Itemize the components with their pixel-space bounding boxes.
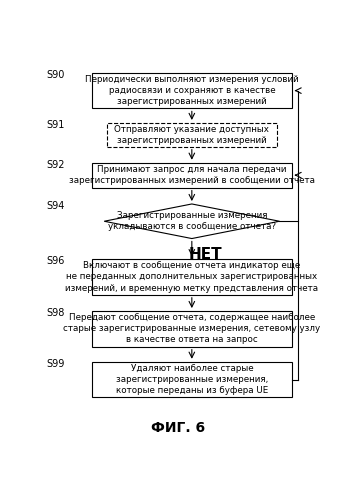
Text: S91: S91 bbox=[46, 120, 65, 130]
Text: S96: S96 bbox=[46, 256, 65, 266]
Text: Отправляют указание доступных
зарегистрированных измерений: Отправляют указание доступных зарегистри… bbox=[114, 125, 269, 145]
Text: Периодически выполняют измерения условий
радиосвязи и сохраняют в качестве
зарег: Периодически выполняют измерения условий… bbox=[85, 75, 299, 106]
FancyBboxPatch shape bbox=[107, 123, 277, 147]
Text: ФИГ. 6: ФИГ. 6 bbox=[151, 421, 205, 435]
Text: S92: S92 bbox=[46, 160, 65, 170]
FancyBboxPatch shape bbox=[92, 163, 292, 188]
FancyBboxPatch shape bbox=[92, 73, 292, 108]
Text: Зарегистрированные измерения
укладываются в сообщение отчета?: Зарегистрированные измерения укладываютс… bbox=[108, 211, 276, 232]
Text: Удаляют наиболее старые
зарегистрированные измерения,
которые переданы из буфера: Удаляют наиболее старые зарегистрированн… bbox=[116, 364, 268, 395]
Text: S90: S90 bbox=[46, 70, 65, 80]
FancyBboxPatch shape bbox=[92, 362, 292, 397]
Text: Включают в сообщение отчета индикатор еще
не переданных дополнительных зарегистр: Включают в сообщение отчета индикатор ещ… bbox=[65, 261, 318, 292]
FancyBboxPatch shape bbox=[92, 311, 292, 347]
Text: S99: S99 bbox=[46, 359, 65, 369]
Text: S94: S94 bbox=[46, 201, 65, 211]
Polygon shape bbox=[104, 204, 279, 239]
FancyBboxPatch shape bbox=[92, 259, 292, 295]
Text: Передают сообщение отчета, содержащее наиболее
старые зарегистрированные измерен: Передают сообщение отчета, содержащее на… bbox=[63, 313, 321, 344]
Text: S98: S98 bbox=[46, 308, 65, 318]
Text: Принимают запрос для начала передачи
зарегистрированных измерений в сообщении от: Принимают запрос для начала передачи зар… bbox=[69, 165, 315, 185]
Text: НЕТ: НЕТ bbox=[189, 247, 222, 262]
